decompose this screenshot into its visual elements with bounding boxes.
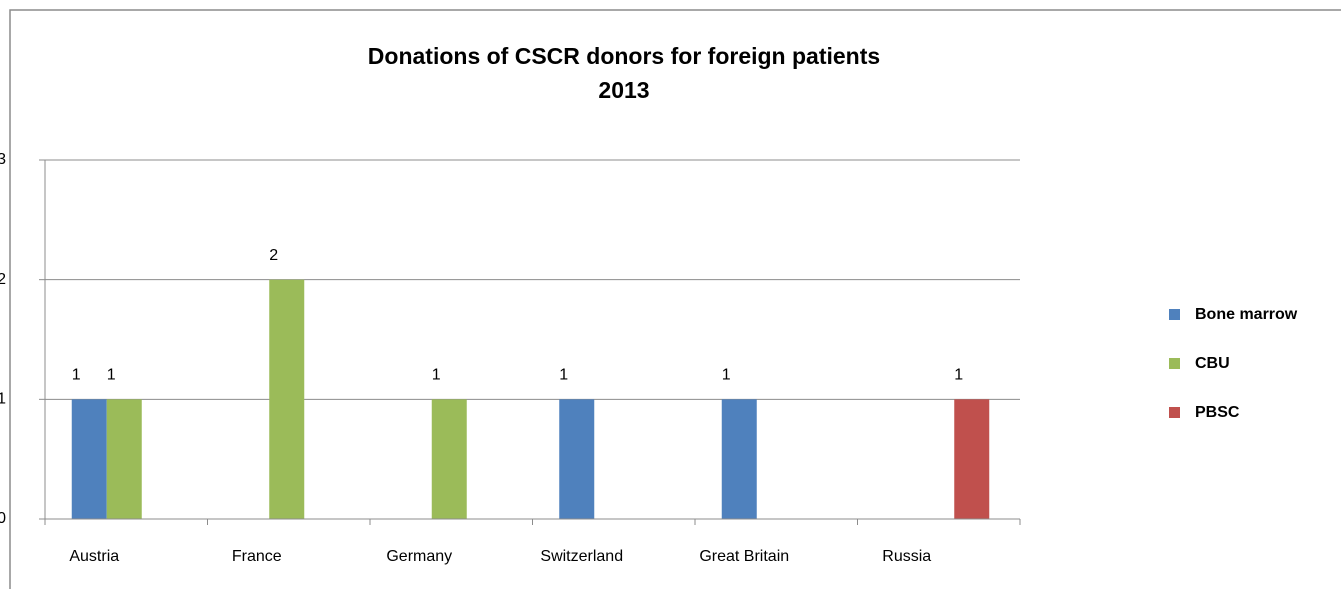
legend-label: CBU	[1195, 355, 1230, 372]
y-tick-label: 3	[0, 151, 6, 168]
bar	[954, 399, 990, 519]
x-tick-label: France	[232, 548, 282, 565]
chart-border	[9, 9, 1341, 594]
bar	[721, 399, 757, 519]
data-label: 2	[269, 247, 278, 264]
x-tick-label: Russia	[882, 548, 931, 565]
x-tick-label: Great Britain	[699, 548, 789, 565]
data-label: 1	[559, 367, 568, 384]
data-label: 1	[954, 367, 963, 384]
chart-title: 2013	[598, 77, 649, 103]
bar	[269, 279, 305, 519]
x-tick-label: Austria	[69, 548, 119, 565]
y-tick-label: 1	[0, 391, 6, 408]
legend-swatch	[1169, 407, 1180, 418]
legend-swatch	[1169, 309, 1180, 320]
data-label: 1	[72, 367, 81, 384]
legend-label: Bone marrow	[1195, 306, 1298, 323]
x-tick-label: Switzerland	[540, 548, 623, 565]
data-label: 1	[722, 367, 731, 384]
y-tick-label: 0	[0, 510, 6, 527]
x-tick-label: Germany	[386, 548, 452, 565]
bar	[71, 399, 107, 519]
legend-swatch	[1169, 358, 1180, 369]
data-label: 1	[432, 367, 441, 384]
y-tick-label: 2	[0, 271, 6, 288]
legend-label: PBSC	[1195, 404, 1240, 421]
data-label: 1	[107, 367, 116, 384]
bar	[559, 399, 595, 519]
bar	[106, 399, 142, 519]
bar	[431, 399, 467, 519]
chart-title: Donations of CSCR donors for foreign pat…	[368, 43, 880, 69]
